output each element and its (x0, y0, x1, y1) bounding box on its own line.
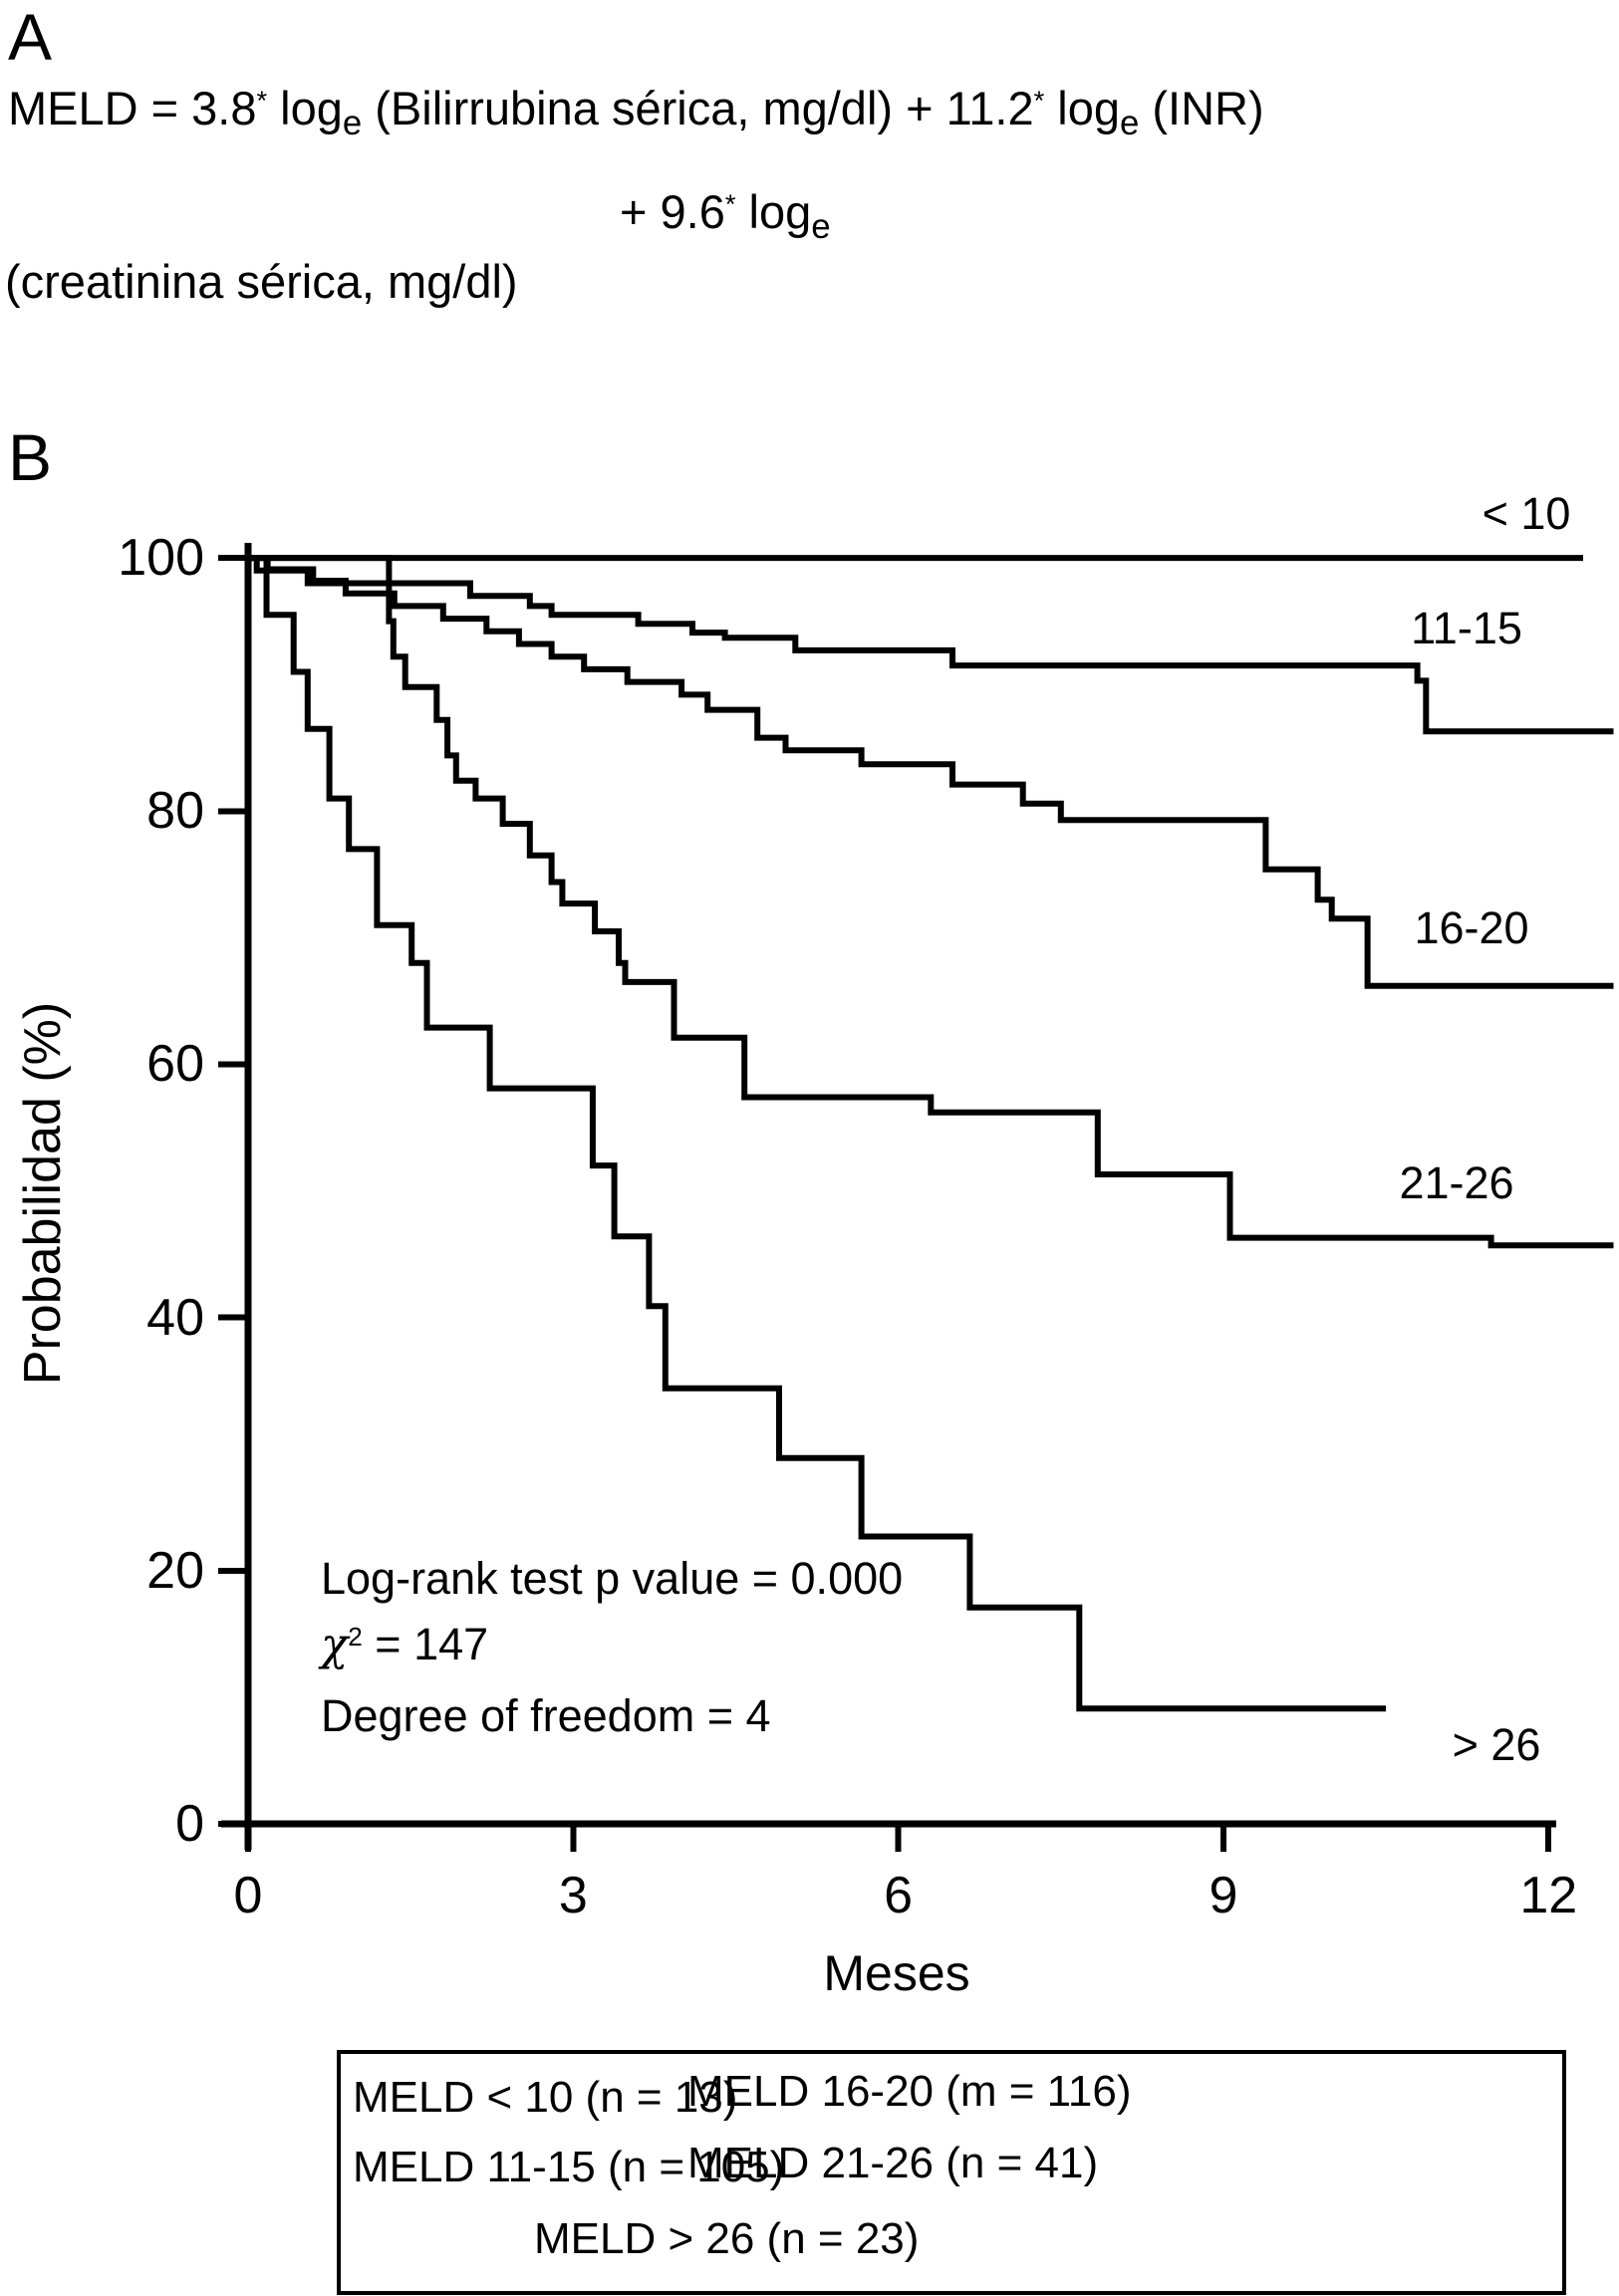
panel-a-label: A (8, 0, 53, 74)
formula-segment: + 9.6 (620, 185, 725, 238)
formula-segment: log (735, 185, 812, 238)
legend-item-meld-gt26: MELD > 26 (n = 23) (534, 2214, 920, 2263)
formula-segment: log (267, 82, 343, 134)
survival-curve-11-15 (248, 555, 1614, 735)
formula-segment: e (342, 105, 363, 143)
survival-curve-21-26 (248, 555, 1614, 1249)
meld-formula-line-1: MELD = 3.8* loge (Bilirrubina sérica, mg… (8, 82, 1264, 142)
formula-segment: MELD = 3.8 (8, 82, 257, 134)
legend-item-meld-11-15: MELD 11-15 (n = 105) (353, 2143, 785, 2191)
meld-formula-line-3: (creatinina sérica, mg/dl) (5, 255, 518, 309)
formula-segment: (Bilirrubina sérica, mg/dl) + 11.2 (362, 82, 1034, 134)
meld-formula-line-2: + 9.6* loge (620, 185, 831, 246)
legend-item-meld-16-20: MELD 16-20 (m = 116) (687, 2067, 1132, 2116)
formula-segment: e (1119, 105, 1140, 143)
survival-curve->26 (248, 555, 1387, 1712)
legend-item-meld-lt10: MELD < 10 (n = 13) (353, 2073, 738, 2122)
survival-curve-16-20 (248, 555, 1614, 989)
formula-segment: * (256, 85, 268, 117)
formula-segment: (INR) (1139, 82, 1264, 134)
formula-segment: e (811, 208, 831, 247)
legend-item-meld-21-26: MELD 21-26 (n = 41) (687, 2139, 1099, 2187)
panel-b-label: B (8, 420, 53, 494)
formula-segment: * (1033, 85, 1045, 117)
formula-segment: log (1044, 82, 1120, 134)
formula-segment: * (724, 188, 736, 220)
legend-box: MELD < 10 (n = 13) MELD 16-20 (m = 116) … (337, 2050, 1566, 2295)
formula-segment: (creatinina sérica, mg/dl) (5, 255, 518, 308)
